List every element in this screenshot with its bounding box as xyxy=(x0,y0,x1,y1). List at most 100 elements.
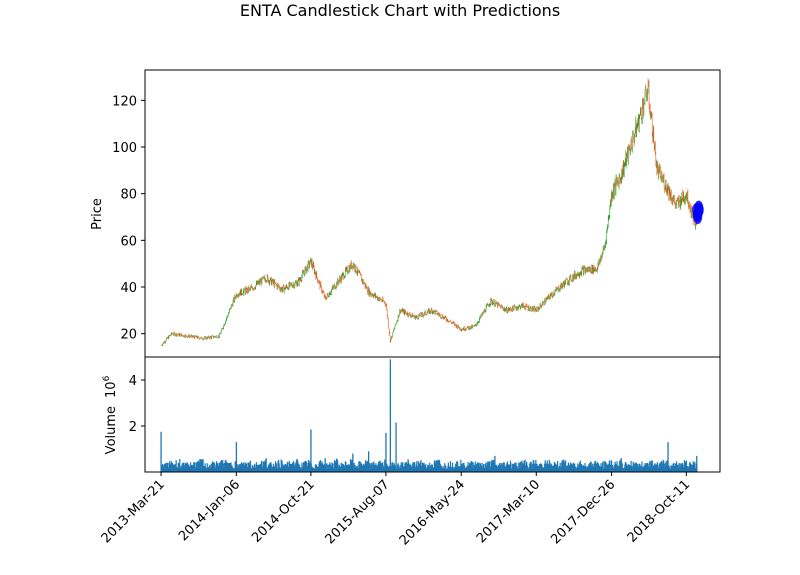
price-y-tick-label: 40 xyxy=(120,281,137,296)
volume-bar xyxy=(694,461,696,472)
volume-bar xyxy=(284,464,286,472)
volume-bar xyxy=(512,464,514,472)
volume-bar xyxy=(274,461,277,472)
volume-bar xyxy=(179,459,181,472)
volume-bar xyxy=(407,460,409,472)
volume-bar xyxy=(195,462,197,472)
volume-bar xyxy=(518,463,520,472)
price-y-tick-label: 80 xyxy=(120,188,137,203)
volume-bar xyxy=(556,460,559,472)
volume-scale-base: 10 xyxy=(104,381,119,398)
volume-bar xyxy=(206,463,208,472)
volume-bar xyxy=(489,461,491,472)
volume-y-axis: 24 xyxy=(129,374,145,435)
volume-bar xyxy=(463,465,466,472)
volume-bar xyxy=(257,465,260,472)
volume-bar xyxy=(471,461,473,472)
volume-bar xyxy=(641,461,643,472)
volume-bar xyxy=(305,461,308,472)
volume-bar xyxy=(167,462,169,472)
volume-bar xyxy=(514,462,516,472)
volume-bar xyxy=(345,461,347,472)
volume-bar xyxy=(594,461,596,472)
volume-bar xyxy=(389,359,392,472)
volume-axes-frame xyxy=(144,356,721,473)
volume-label-text: Volume xyxy=(104,406,119,454)
volume-bar xyxy=(179,468,181,472)
volume-bar xyxy=(235,442,238,472)
price-axis-label: Price xyxy=(90,198,105,230)
volume-bar xyxy=(684,461,687,472)
volume-bar xyxy=(685,460,688,472)
volume-bar xyxy=(646,463,648,472)
volume-bar xyxy=(519,461,521,472)
x-tick-label: 2016-May-24 xyxy=(397,477,468,548)
volume-bar xyxy=(163,464,165,472)
volume-bar xyxy=(663,461,665,472)
prediction-layer xyxy=(692,200,704,224)
volume-bar xyxy=(341,463,343,472)
chart-title: ENTA Candlestick Chart with Predictions xyxy=(240,1,560,20)
volume-bar xyxy=(420,460,422,472)
volume-bar xyxy=(655,464,657,472)
volume-bar xyxy=(555,463,557,472)
volume-bar xyxy=(447,462,449,472)
volume-bar xyxy=(689,461,691,472)
volume-bars-layer xyxy=(160,359,698,472)
volume-bar xyxy=(230,462,232,472)
volume-bar xyxy=(472,462,474,472)
volume-bar xyxy=(202,459,204,472)
price-y-tick-label: 20 xyxy=(120,328,137,343)
volume-bar xyxy=(275,463,278,472)
volume-bar xyxy=(272,463,275,472)
volume-bar xyxy=(242,462,245,472)
x-tick-label: 2017-Dec-26 xyxy=(548,477,618,547)
volume-panel: 24 Volume106 2013-Mar-21 2014-Jan-06 2014-… xyxy=(99,356,721,548)
volume-bar xyxy=(651,460,653,472)
price-y-tick-label: 100 xyxy=(112,141,137,156)
volume-bar xyxy=(478,462,480,472)
volume-bar xyxy=(336,460,339,472)
volume-bar xyxy=(324,458,326,472)
volume-bar xyxy=(654,463,656,472)
volume-bar xyxy=(292,462,294,472)
volume-bar xyxy=(351,460,353,472)
x-tick-label: 2014-Oct-21 xyxy=(249,477,317,545)
volume-bar xyxy=(281,460,283,472)
volume-bar xyxy=(270,464,272,472)
volume-bar xyxy=(333,459,336,472)
volume-bar xyxy=(580,463,583,472)
volume-bar xyxy=(479,463,482,472)
volume-bar xyxy=(359,461,361,472)
volume-bar xyxy=(326,463,328,472)
volume-bar xyxy=(170,461,173,472)
volume-bar xyxy=(379,460,381,472)
x-tick-label: 2013-Mar-21 xyxy=(99,477,168,546)
volume-bar xyxy=(696,455,698,472)
price-y-tick-label: 120 xyxy=(112,94,137,109)
volume-bar xyxy=(577,463,579,472)
volume-bar xyxy=(310,429,312,472)
volume-bar xyxy=(259,463,261,472)
volume-bar xyxy=(510,462,512,472)
volume-bar xyxy=(371,464,373,472)
volume-bar xyxy=(186,462,189,472)
volume-bar xyxy=(564,460,567,472)
volume-bar xyxy=(185,464,187,472)
volume-bar xyxy=(240,462,242,472)
volume-bar xyxy=(287,461,289,472)
volume-bar xyxy=(416,461,418,472)
volume-bar xyxy=(249,460,252,472)
volume-bar xyxy=(260,460,263,472)
volume-bar xyxy=(570,463,572,472)
volume-bar xyxy=(194,462,196,472)
volume-bar xyxy=(212,461,214,472)
volume-bar xyxy=(488,461,490,472)
volume-bar xyxy=(391,462,394,472)
volume-bar xyxy=(526,462,528,472)
volume-bar xyxy=(476,462,478,472)
volume-axis-label: Volume 106 xyxy=(102,375,119,454)
volume-y-tick-label: 2 xyxy=(129,420,137,435)
volume-scale-exponent: 6 xyxy=(102,375,112,381)
